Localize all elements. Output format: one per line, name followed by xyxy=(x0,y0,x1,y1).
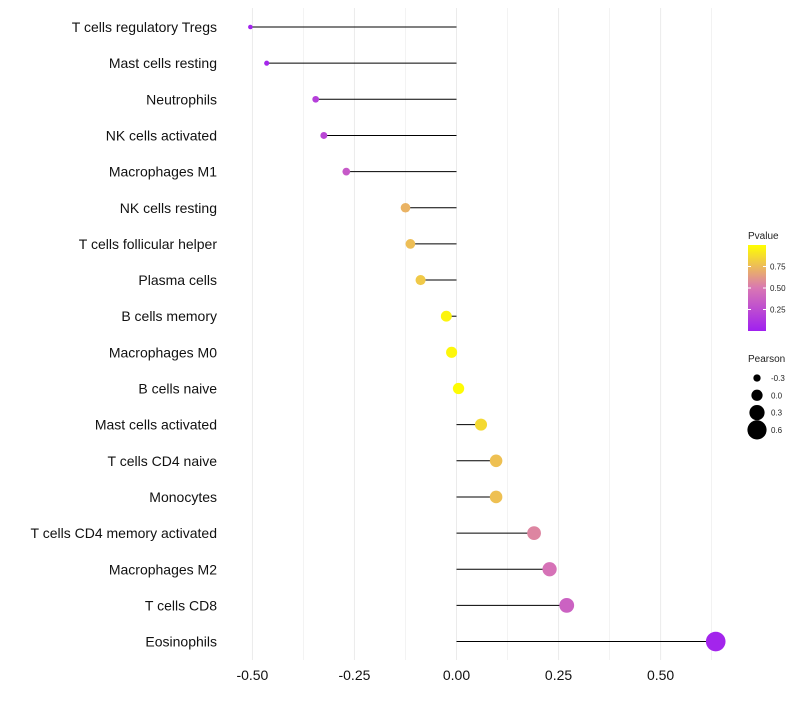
x-tick-label: 0.25 xyxy=(545,667,572,683)
pvalue-legend: Pvalue 0.25 0.50 0.75 xyxy=(748,231,786,331)
x-tick-label: -0.50 xyxy=(236,667,268,683)
category-label: Monocytes xyxy=(149,489,217,505)
category-label: T cells regulatory Tregs xyxy=(72,19,217,35)
data-point xyxy=(489,490,503,504)
data-point xyxy=(312,95,320,103)
pvalue-tick-label: 0.75 xyxy=(770,263,786,272)
pvalue-legend-title: Pvalue xyxy=(748,231,779,242)
pvalue-tick-label: 0.50 xyxy=(770,284,786,293)
data-point xyxy=(489,454,503,468)
data-point xyxy=(415,275,426,286)
category-label: Mast cells activated xyxy=(95,417,217,433)
pearson-legend-key xyxy=(753,374,761,382)
x-tick-label: 0.00 xyxy=(443,667,470,683)
category-label: Macrophages M1 xyxy=(109,164,217,180)
category-label: NK cells resting xyxy=(120,200,217,216)
data-point xyxy=(446,346,458,358)
category-label: T cells CD4 naive xyxy=(108,453,218,469)
category-labels: T cells regulatory Tregs Mast cells resti… xyxy=(31,19,218,650)
category-label: B cells memory xyxy=(121,308,217,324)
pvalue-legend-ticks: 0.25 0.50 0.75 xyxy=(748,263,786,315)
pearson-legend-label: 0.6 xyxy=(771,426,783,435)
category-label: Plasma cells xyxy=(138,272,217,288)
category-label: Macrophages M0 xyxy=(109,344,217,360)
pearson-legend-label: 0.3 xyxy=(771,409,783,418)
pearson-legend-key xyxy=(749,404,765,421)
point-layer xyxy=(248,24,726,652)
x-axis-ticks: -0.50 -0.25 0.00 0.25 0.50 xyxy=(236,667,674,683)
category-label: Eosinophils xyxy=(145,634,217,650)
category-label: NK cells activated xyxy=(106,127,217,143)
data-point xyxy=(342,167,351,176)
x-tick-label: 0.50 xyxy=(647,667,674,683)
pearson-legend-items: -0.3 0.0 0.3 0.6 xyxy=(747,374,785,440)
pearson-legend-label: 0.0 xyxy=(771,391,783,400)
category-label: Neutrophils xyxy=(146,91,217,107)
data-point xyxy=(559,597,575,613)
pvalue-colorbar xyxy=(748,245,766,331)
data-point xyxy=(452,382,465,395)
data-point xyxy=(440,310,452,322)
pearson-legend-title: Pearson xyxy=(748,354,785,365)
data-point xyxy=(400,202,411,213)
pearson-legend: Pearson -0.3 0.0 0.3 0.6 xyxy=(747,354,785,440)
pvalue-tick-label: 0.25 xyxy=(770,306,786,315)
category-label: T cells CD4 memory activated xyxy=(31,525,217,541)
category-label: T cells CD8 xyxy=(145,597,217,613)
category-label: Macrophages M2 xyxy=(109,561,217,577)
data-point xyxy=(405,239,416,249)
data-point xyxy=(705,631,726,652)
pearson-legend-label: -0.3 xyxy=(771,374,785,383)
data-point xyxy=(542,562,557,577)
category-label: Mast cells resting xyxy=(109,55,217,71)
data-point xyxy=(474,418,488,431)
pearson-legend-key xyxy=(747,420,767,440)
data-point xyxy=(320,131,328,139)
category-label: T cells follicular helper xyxy=(79,236,218,252)
data-point xyxy=(264,60,270,66)
category-label: B cells naive xyxy=(138,381,217,397)
data-point xyxy=(248,24,253,30)
x-tick-label: -0.25 xyxy=(338,667,370,683)
data-point xyxy=(527,526,541,540)
grid-layer xyxy=(251,8,712,660)
segment-layer xyxy=(250,26,716,643)
pearson-legend-key xyxy=(751,389,763,401)
